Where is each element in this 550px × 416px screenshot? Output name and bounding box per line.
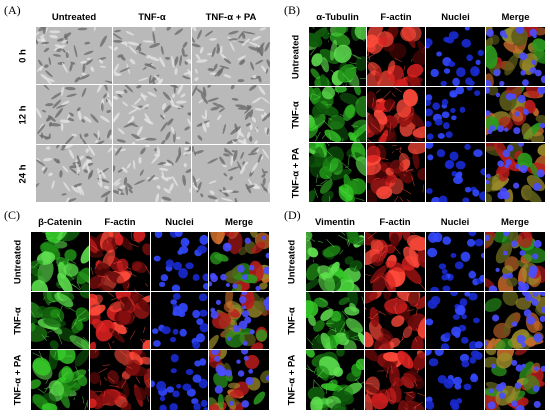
panel-c-micrograph-tile [209, 232, 269, 291]
panel-c-micrograph-tile [151, 232, 208, 291]
panel-a-column-header: TNF-α [138, 12, 166, 23]
panel-b-micrograph-tile [367, 143, 425, 202]
panel-d-micrograph-tile [306, 292, 364, 349]
panel-c-row-header: Untreated [12, 239, 24, 284]
panel-b-row-header: TNF-α + PA [290, 147, 302, 198]
panel-c-column-header: β-Catenin [38, 217, 82, 228]
panel-b-row-header: TNF-α [290, 100, 302, 129]
panel-c-micrograph-tile [90, 232, 150, 291]
panel-b-column-header: α-Tubulin [316, 12, 359, 23]
panel-d-micrograph-tile [426, 350, 484, 410]
panel-b-micrograph-tile [426, 87, 485, 142]
panel-d-micrograph-tile [365, 292, 425, 349]
panel-c-micrograph-tile [90, 350, 150, 410]
panel-d-micrograph-tile [426, 292, 484, 349]
panel-c-column-header: Merge [225, 217, 253, 228]
panel-b-micrograph-tile [486, 27, 545, 86]
panel-c-micrograph-tile [31, 232, 89, 291]
panel-c-row-header: TNF-α + PA [12, 354, 24, 406]
panel-b-column-header: Nuclei [441, 12, 470, 23]
panel-b-micrograph-tile [426, 143, 485, 202]
panel-a-micrograph-tile [113, 27, 191, 84]
panel-d-label: (D) [284, 208, 301, 222]
panel-b-micrograph-tile [309, 143, 366, 202]
panel-b-micrograph-tile [486, 87, 545, 142]
panel-b-column-header: F-actin [380, 12, 412, 23]
panel-a-row-header: 24 h [17, 163, 29, 184]
panel-d-micrograph-tile [365, 232, 425, 291]
panel-d-row-header: TNF-α [286, 306, 298, 335]
panel-b-row-header: Untreated [290, 34, 302, 79]
panel-a-micrograph-tile [36, 27, 112, 84]
panel-a-label: (A) [4, 3, 21, 17]
panel-d-column-header: F-actin [379, 217, 411, 228]
panel-b-micrograph-tile [426, 27, 485, 86]
panel-d-micrograph-tile [365, 350, 425, 410]
panel-d-column-header: Vimentin [315, 217, 355, 228]
panel-b-column-header: Merge [501, 12, 530, 23]
panel-c-micrograph-tile [151, 350, 208, 410]
panel-b-micrograph-tile [486, 143, 545, 202]
panel-c-column-header: Nuclei [165, 217, 194, 228]
panel-d-row-header: TNF-α + PA [286, 354, 298, 406]
panel-d-micrograph-tile [485, 232, 545, 291]
panel-a-row-header: 12 h [17, 104, 29, 125]
panel-d-row-header: Untreated [286, 239, 298, 284]
panel-a-micrograph-tile [36, 85, 112, 144]
panel-a-micrograph-tile [113, 85, 191, 144]
panel-b-micrograph-tile [367, 87, 425, 142]
panel-b-micrograph-tile [309, 27, 366, 86]
panel-c-micrograph-tile [209, 350, 269, 410]
panel-a-column-header: Untreated [51, 12, 97, 23]
panel-c-micrograph-tile [209, 292, 269, 349]
panel-c-micrograph-tile [31, 350, 89, 410]
panel-c-column-header: F-actin [104, 217, 136, 228]
panel-a-micrograph-tile [192, 145, 270, 202]
panel-d-micrograph-tile [426, 232, 484, 291]
panel-c-label: (C) [4, 208, 20, 222]
panel-a-micrograph-tile [192, 85, 270, 144]
panel-a-micrograph-tile [36, 145, 112, 202]
panel-b-label: (B) [284, 3, 300, 17]
panel-d-column-header: Nuclei [440, 217, 470, 228]
panel-a-row-header: 0 h [17, 48, 29, 63]
panel-c-micrograph-tile [90, 292, 150, 349]
panel-b-micrograph-tile [367, 27, 425, 86]
panel-d-column-header: Merge [501, 217, 529, 228]
panel-a-micrograph-tile [113, 145, 191, 202]
panel-c-micrograph-tile [151, 292, 208, 349]
panel-d-micrograph-tile [485, 350, 545, 410]
panel-c-row-header: TNF-α [12, 306, 24, 335]
panel-d-micrograph-tile [306, 350, 364, 410]
panel-b-micrograph-tile [309, 87, 366, 142]
panel-d-micrograph-tile [306, 232, 364, 291]
panel-a-column-header: TNF-α + PA [205, 12, 257, 23]
panel-a-micrograph-tile [192, 27, 270, 84]
panel-c-micrograph-tile [31, 292, 89, 349]
panel-d-micrograph-tile [485, 292, 545, 349]
